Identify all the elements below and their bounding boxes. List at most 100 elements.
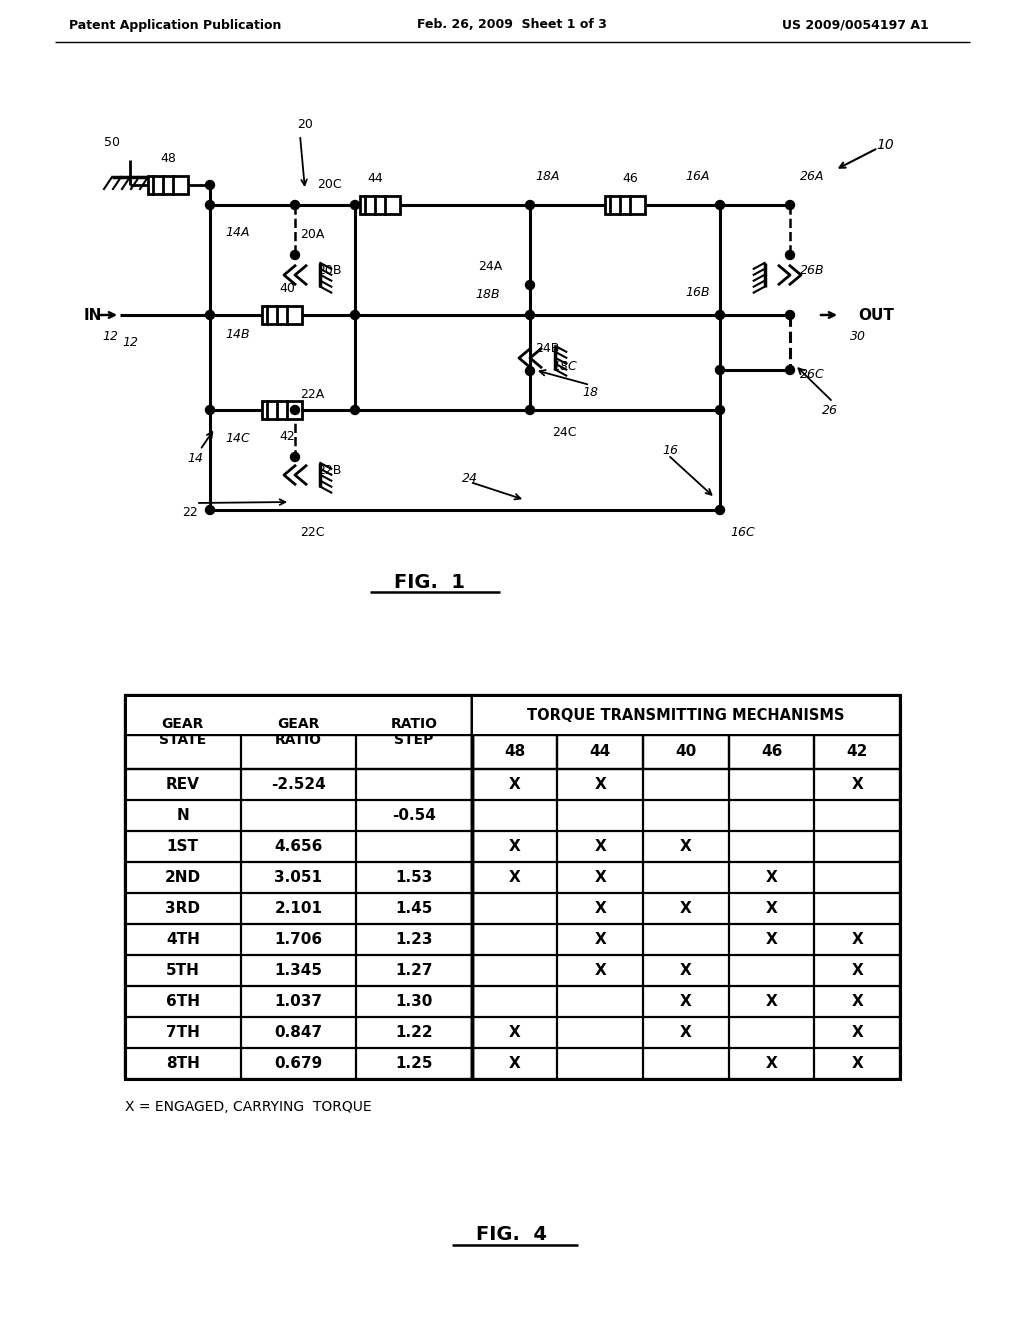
Text: 1ST: 1ST: [167, 840, 199, 854]
Text: X: X: [680, 840, 692, 854]
Text: X: X: [509, 1026, 520, 1040]
Text: 20A: 20A: [300, 228, 325, 242]
Text: 42: 42: [280, 430, 295, 444]
Text: X: X: [766, 870, 777, 884]
Text: 26B: 26B: [800, 264, 824, 276]
Circle shape: [785, 201, 795, 210]
Text: 16: 16: [662, 444, 678, 457]
Text: X: X: [509, 777, 520, 792]
Circle shape: [716, 506, 725, 515]
Circle shape: [525, 201, 535, 210]
Circle shape: [206, 310, 214, 319]
Text: 1.037: 1.037: [274, 994, 323, 1008]
Text: 7TH: 7TH: [166, 1026, 200, 1040]
Text: US 2009/0054197 A1: US 2009/0054197 A1: [781, 18, 929, 32]
Text: FIG.  1: FIG. 1: [394, 573, 466, 591]
Text: X: X: [851, 964, 863, 978]
Text: FIG.  4: FIG. 4: [476, 1225, 548, 1245]
Text: 10: 10: [877, 139, 894, 152]
Text: GEAR
RATIO: GEAR RATIO: [274, 717, 322, 747]
Text: 20: 20: [297, 119, 313, 132]
Text: X: X: [851, 1026, 863, 1040]
Text: -2.524: -2.524: [271, 777, 326, 792]
Text: 1.53: 1.53: [395, 870, 433, 884]
Bar: [605, 195, 645, 214]
Text: RATIO
STEP: RATIO STEP: [390, 717, 437, 747]
Circle shape: [350, 405, 359, 414]
Bar: [262, 401, 302, 418]
Circle shape: [350, 310, 359, 319]
Text: X: X: [680, 902, 692, 916]
Text: 6TH: 6TH: [166, 994, 200, 1008]
Text: X: X: [509, 1056, 520, 1071]
Text: 1.45: 1.45: [395, 902, 433, 916]
Text: X: X: [594, 964, 606, 978]
Text: 14: 14: [187, 451, 203, 465]
Text: 5TH: 5TH: [166, 964, 200, 978]
Text: REV: REV: [166, 777, 200, 792]
Circle shape: [785, 251, 795, 260]
Bar: [262, 306, 302, 323]
Text: 26A: 26A: [800, 170, 824, 183]
Circle shape: [291, 201, 299, 210]
Text: X = ENGAGED, CARRYING  TORQUE: X = ENGAGED, CARRYING TORQUE: [125, 1100, 372, 1114]
Text: 22B: 22B: [317, 463, 341, 477]
Text: 18A: 18A: [535, 170, 559, 183]
Text: N: N: [176, 808, 189, 822]
Text: -0.54: -0.54: [392, 808, 436, 822]
Circle shape: [716, 366, 725, 375]
Circle shape: [291, 405, 299, 414]
Text: 1.23: 1.23: [395, 932, 433, 946]
Text: X: X: [594, 902, 606, 916]
Text: 24A: 24A: [478, 260, 502, 273]
Text: X: X: [766, 932, 777, 946]
Text: 24B: 24B: [535, 342, 559, 355]
Text: 20B: 20B: [317, 264, 341, 276]
Text: 1.27: 1.27: [395, 964, 433, 978]
Text: 16B: 16B: [685, 286, 710, 300]
Text: Feb. 26, 2009  Sheet 1 of 3: Feb. 26, 2009 Sheet 1 of 3: [417, 18, 607, 32]
Text: 40: 40: [675, 744, 696, 759]
Text: 26C: 26C: [800, 368, 824, 381]
Text: 22C: 22C: [300, 525, 325, 539]
Text: 3RD: 3RD: [165, 902, 201, 916]
Text: 30: 30: [850, 330, 866, 343]
Text: 1.25: 1.25: [395, 1056, 433, 1071]
Circle shape: [525, 281, 535, 289]
Text: Patent Application Publication: Patent Application Publication: [69, 18, 282, 32]
Bar: [473, 697, 898, 734]
Text: 48: 48: [504, 744, 525, 759]
Text: 16C: 16C: [730, 525, 755, 539]
Circle shape: [350, 201, 359, 210]
Text: 1.30: 1.30: [395, 994, 433, 1008]
Text: 16A: 16A: [685, 170, 710, 183]
Text: 46: 46: [623, 172, 638, 185]
Text: X: X: [509, 870, 520, 884]
Text: 1.22: 1.22: [395, 1026, 433, 1040]
Text: 44: 44: [368, 172, 383, 185]
Circle shape: [716, 405, 725, 414]
Circle shape: [206, 506, 214, 515]
Text: 20C: 20C: [317, 178, 342, 191]
Circle shape: [716, 310, 725, 319]
Bar: [360, 195, 400, 214]
Text: TORQUE TRANSMITTING MECHANISMS: TORQUE TRANSMITTING MECHANISMS: [527, 708, 845, 722]
Text: 18B: 18B: [476, 289, 501, 301]
Circle shape: [206, 181, 214, 190]
Text: 14B: 14B: [225, 329, 250, 342]
Text: 2ND: 2ND: [165, 870, 201, 884]
Text: X: X: [680, 994, 692, 1008]
Text: 1.345: 1.345: [274, 964, 323, 978]
Bar: [148, 176, 188, 194]
Text: 42: 42: [847, 744, 868, 759]
Bar: [127, 697, 470, 734]
Text: X: X: [680, 964, 692, 978]
Circle shape: [206, 201, 214, 210]
Text: X: X: [851, 1056, 863, 1071]
Text: X: X: [680, 1026, 692, 1040]
Text: 46: 46: [761, 744, 782, 759]
Circle shape: [525, 310, 535, 319]
Text: X: X: [851, 932, 863, 946]
Text: 24: 24: [462, 471, 478, 484]
Text: 0.679: 0.679: [274, 1056, 323, 1071]
